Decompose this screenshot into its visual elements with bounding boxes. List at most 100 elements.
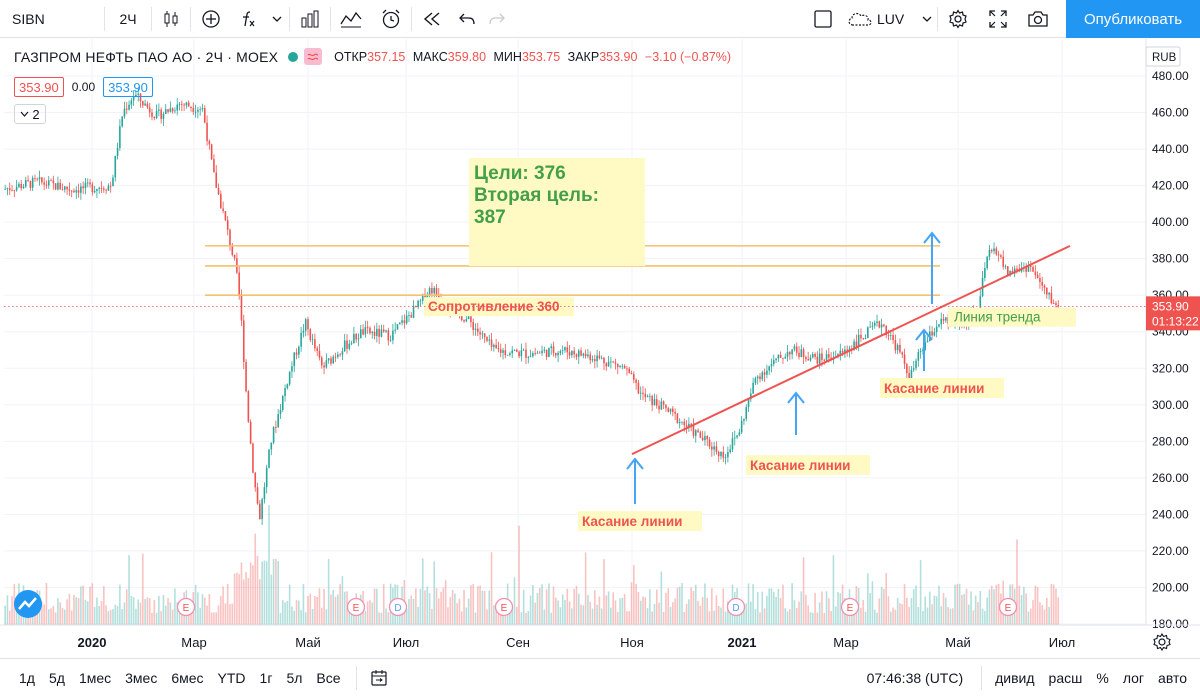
range-8[interactable]: Все bbox=[316, 669, 341, 686]
candle-body bbox=[807, 359, 809, 361]
touch-label[interactable]: Касание линии bbox=[884, 381, 984, 396]
candle-body bbox=[646, 396, 649, 398]
market-status-dot bbox=[288, 51, 299, 62]
annotation-arrow-icon[interactable] bbox=[626, 457, 644, 504]
event-marker[interactable]: E bbox=[346, 597, 366, 617]
candle-body bbox=[29, 181, 32, 188]
volume-bar bbox=[708, 611, 711, 625]
candle-body bbox=[1043, 285, 1046, 288]
currency-badge[interactable] bbox=[1145, 46, 1181, 67]
bid-price[interactable]: 353.90 bbox=[14, 77, 64, 97]
candles-icon[interactable] bbox=[152, 0, 190, 38]
layout-name[interactable]: LUV bbox=[877, 10, 905, 27]
volume-bar bbox=[912, 589, 915, 625]
scale-option-1[interactable]: расш bbox=[1048, 669, 1083, 686]
scale-option-4[interactable]: авто bbox=[1158, 669, 1187, 686]
range-5[interactable]: YTD bbox=[217, 669, 246, 686]
annotation-arrow-icon[interactable] bbox=[923, 231, 941, 304]
range-2[interactable]: 1мес bbox=[78, 669, 112, 686]
candle-body bbox=[665, 404, 667, 409]
clock-time[interactable]: 07:46:38 (UTC) bbox=[866, 669, 964, 686]
range-7[interactable]: 5л bbox=[286, 669, 303, 686]
event-marker[interactable]: E bbox=[494, 597, 514, 617]
event-marker[interactable]: D bbox=[388, 597, 408, 617]
divider bbox=[937, 6, 938, 31]
scale-option-2[interactable]: % bbox=[1096, 669, 1109, 686]
chevron-down-icon[interactable] bbox=[265, 0, 289, 38]
ask-price[interactable]: 353.90 bbox=[103, 77, 153, 97]
alert-clock-icon[interactable] bbox=[371, 0, 411, 38]
symbol-search[interactable]: SIBN bbox=[12, 10, 45, 27]
wave-icon[interactable] bbox=[304, 48, 323, 65]
volume-bar bbox=[495, 603, 497, 625]
indicators-toggle[interactable]: 2 bbox=[14, 104, 46, 124]
candle-body bbox=[220, 194, 222, 209]
target-note-text[interactable]: Цели: 376 bbox=[474, 163, 566, 184]
range-3[interactable]: 3мес bbox=[125, 669, 158, 686]
axis-gear-icon[interactable] bbox=[1153, 632, 1171, 652]
volume-bar bbox=[8, 610, 11, 625]
annotation-arrow-icon[interactable] bbox=[787, 391, 805, 435]
range-1[interactable]: 5д bbox=[48, 669, 65, 686]
price-chart[interactable]: E E D E D E E Сопротивление 360 Линия тренда Цел… bbox=[0, 39, 1200, 658]
expand-icon[interactable] bbox=[978, 0, 1018, 38]
target-note-text[interactable]: Вторая цель: bbox=[474, 185, 599, 206]
event-marker[interactable]: E bbox=[998, 597, 1018, 617]
resistance-label[interactable]: Сопротивление 360 bbox=[428, 299, 559, 314]
last-price-tag[interactable] bbox=[1146, 296, 1200, 331]
candle-body bbox=[431, 288, 433, 294]
range-6[interactable]: 1г bbox=[259, 669, 273, 686]
price-axis[interactable]: 180.00 200.00 220.00 240.00 260.00 280.00 300.… bbox=[1145, 39, 1200, 631]
trend-line[interactable] bbox=[631, 244, 1071, 456]
scale-option-0[interactable]: дивид bbox=[995, 669, 1035, 686]
indicators-icon[interactable] bbox=[331, 0, 371, 38]
add-indicator-icon[interactable] bbox=[191, 0, 231, 38]
scale-option-3[interactable]: лог bbox=[1122, 669, 1145, 686]
volume-bar bbox=[922, 611, 924, 625]
volume-bar bbox=[768, 588, 770, 625]
annotation-arrow-icon[interactable] bbox=[915, 328, 933, 371]
target-note-text[interactable]: 387 bbox=[474, 207, 506, 228]
volume-bar bbox=[1020, 595, 1023, 625]
time-axis[interactable]: 2020 Мар Май Июл Сен Ноя 2021 Мар Май Июл bbox=[0, 624, 1200, 652]
candle-body bbox=[380, 329, 383, 337]
interval-button[interactable]: 2Ч bbox=[119, 10, 137, 27]
volume-bar bbox=[699, 605, 702, 625]
volume-bar bbox=[213, 612, 215, 625]
touch-label[interactable]: Касание линии bbox=[582, 514, 682, 529]
volume-bar bbox=[582, 605, 585, 625]
layout-chevron-down-icon[interactable] bbox=[917, 0, 937, 38]
trendline-label[interactable]: Линия тренда bbox=[954, 310, 1041, 325]
volume-bar bbox=[587, 595, 589, 625]
volume-bar bbox=[442, 587, 445, 625]
tradingview-logo-icon[interactable] bbox=[14, 590, 42, 618]
camera-icon[interactable] bbox=[1018, 0, 1058, 38]
volume-bar bbox=[779, 597, 782, 625]
cloud-icon[interactable] bbox=[843, 0, 877, 38]
event-marker[interactable]: E bbox=[840, 597, 860, 617]
volume-bar bbox=[1041, 605, 1044, 625]
replay-icon[interactable] bbox=[412, 0, 452, 38]
undo-icon[interactable] bbox=[452, 0, 482, 38]
range-4[interactable]: 6мес bbox=[171, 669, 204, 686]
event-marker[interactable]: E bbox=[176, 597, 196, 617]
publish-button[interactable]: Опубликовать bbox=[1066, 0, 1200, 38]
candle-body bbox=[183, 104, 185, 106]
touch-label[interactable]: Касание линии bbox=[750, 458, 850, 473]
candle-body bbox=[662, 401, 665, 405]
volume-bar bbox=[171, 609, 174, 625]
fx-icon[interactable] bbox=[231, 0, 265, 38]
time-tick-label: Июл bbox=[393, 635, 419, 650]
range-0[interactable]: 1д bbox=[19, 669, 35, 686]
volume-bar bbox=[685, 603, 688, 625]
volume-bar bbox=[270, 574, 273, 625]
gear-icon[interactable] bbox=[938, 0, 978, 38]
bars-chart-icon[interactable] bbox=[290, 0, 330, 38]
date-range-icon[interactable] bbox=[365, 659, 393, 696]
divider bbox=[355, 665, 357, 690]
event-marker[interactable]: D bbox=[726, 597, 746, 617]
redo-icon[interactable] bbox=[482, 0, 512, 38]
fullscreen-square-icon[interactable] bbox=[803, 0, 843, 38]
volume-bar bbox=[465, 607, 468, 625]
volume-bar bbox=[917, 607, 920, 625]
